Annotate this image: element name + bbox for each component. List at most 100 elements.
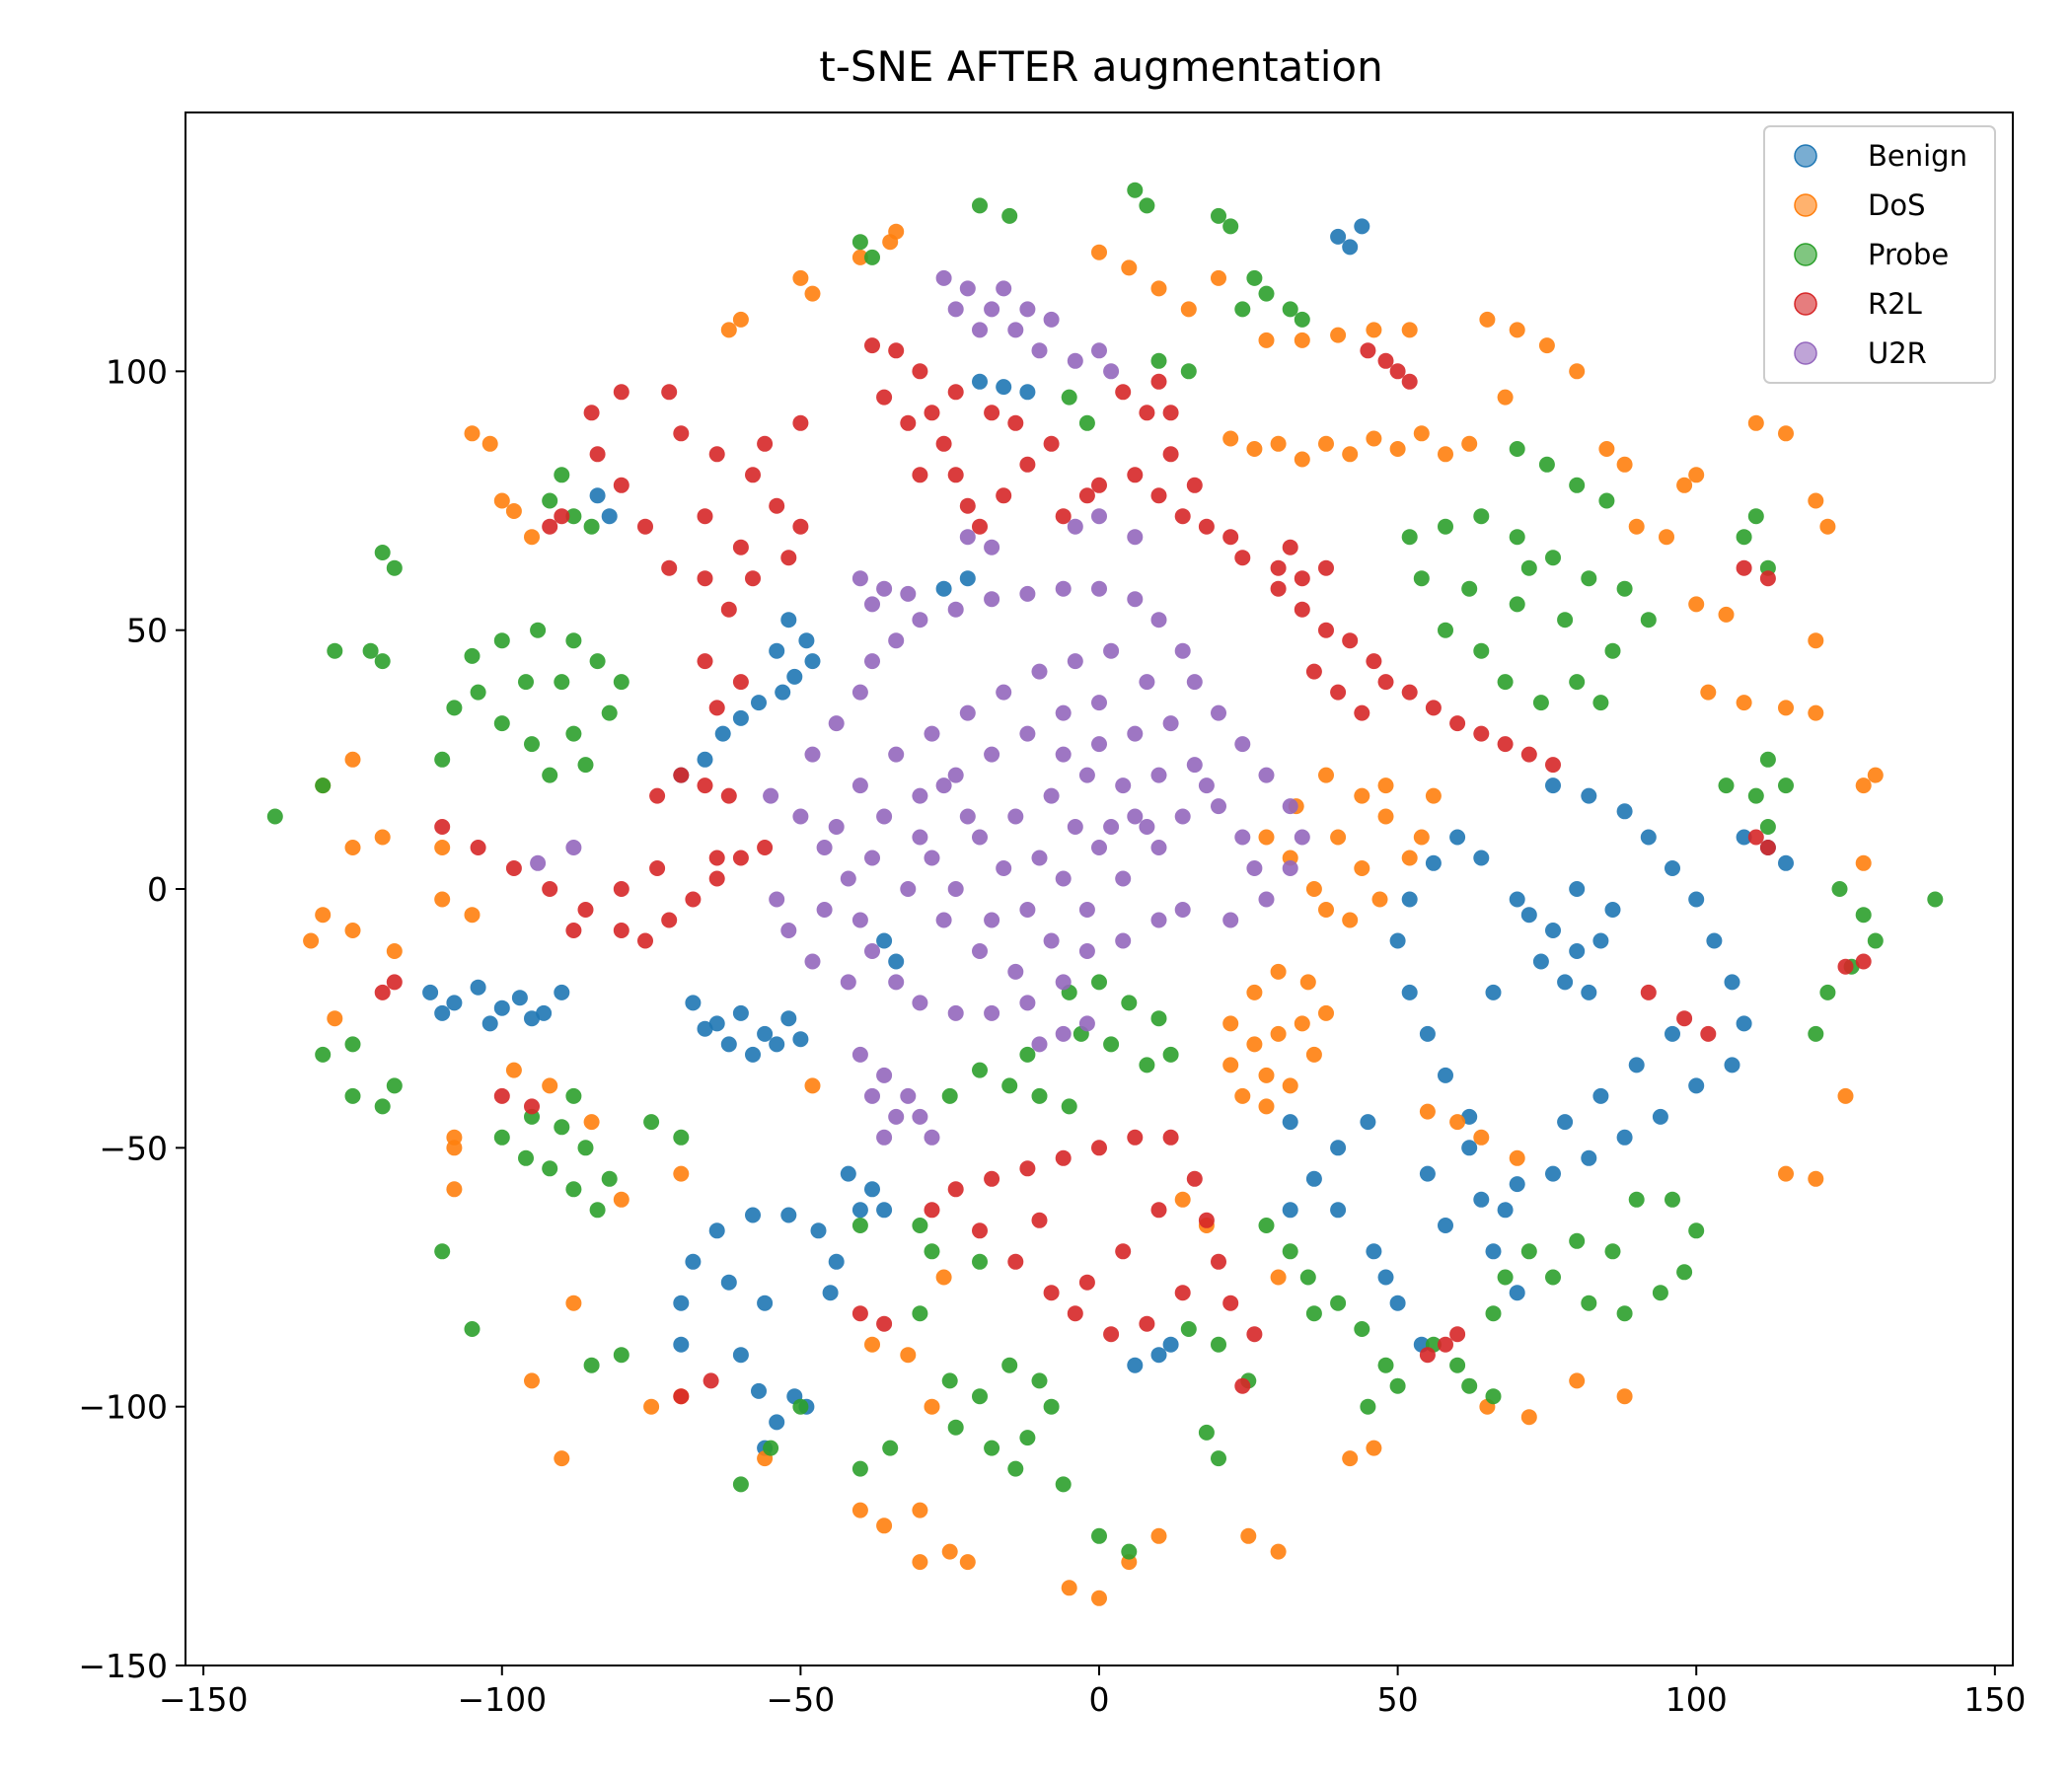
point-u2r-22 — [947, 601, 964, 618]
point-probe-114 — [1282, 1243, 1298, 1260]
point-dos-2 — [1318, 767, 1334, 783]
point-probe-6 — [601, 704, 618, 721]
point-u2r-84 — [1078, 767, 1095, 783]
point-r2l-113 — [673, 767, 690, 783]
point-probe-169 — [912, 1305, 928, 1322]
point-probe-3 — [565, 632, 582, 649]
point-u2r-99 — [840, 974, 856, 991]
point-benign-25 — [810, 1222, 827, 1239]
point-benign-118 — [1019, 384, 1036, 401]
point-u2r-25 — [1055, 580, 1072, 597]
point-dos-15 — [1318, 902, 1334, 918]
point-probe-88 — [1282, 301, 1298, 318]
point-benign-77 — [1592, 932, 1609, 949]
point-probe-58 — [518, 1149, 534, 1166]
point-dos-110 — [374, 829, 391, 846]
point-probe-41 — [1652, 1285, 1668, 1301]
point-benign-49 — [697, 751, 713, 768]
point-probe-93 — [912, 1218, 928, 1233]
point-benign-90 — [1438, 1067, 1453, 1083]
point-probe-37 — [1628, 1191, 1645, 1208]
point-u2r-24 — [1019, 585, 1036, 602]
point-dos-136 — [1867, 767, 1884, 783]
point-u2r-124 — [900, 585, 917, 602]
point-probe-132 — [1855, 907, 1872, 924]
point-u2r-102 — [1055, 1025, 1072, 1042]
point-r2l-2 — [661, 384, 678, 401]
point-benign-22 — [708, 1222, 725, 1239]
point-r2l-116 — [649, 787, 666, 804]
point-benign-97 — [1282, 1202, 1298, 1219]
point-r2l-144 — [374, 984, 391, 1000]
point-r2l-29 — [1019, 456, 1036, 473]
point-probe-105 — [315, 777, 332, 794]
point-probe-99 — [374, 545, 391, 560]
point-u2r-79 — [947, 881, 964, 897]
point-probe-81 — [1019, 1430, 1036, 1446]
point-r2l-71 — [972, 1222, 988, 1239]
point-u2r-72 — [1127, 725, 1144, 742]
point-probe-111 — [583, 518, 600, 535]
point-dos-42 — [1121, 259, 1138, 276]
point-r2l-101 — [1162, 446, 1179, 463]
point-u2r-126 — [1091, 342, 1107, 359]
point-probe-14 — [542, 767, 558, 783]
point-u2r-132 — [1067, 518, 1083, 535]
point-dos-102 — [1778, 700, 1794, 716]
point-benign-116 — [972, 373, 988, 390]
point-r2l-137 — [1419, 1347, 1436, 1364]
point-u2r-32 — [1234, 736, 1251, 753]
point-dos-14 — [1354, 860, 1370, 876]
point-u2r-0 — [763, 787, 779, 804]
point-r2l-102 — [1139, 405, 1155, 421]
point-probe-74 — [1019, 1046, 1036, 1063]
point-u2r-36 — [1282, 860, 1298, 876]
point-u2r-38 — [1222, 912, 1239, 928]
point-u2r-41 — [924, 725, 940, 742]
point-u2r-128 — [1067, 352, 1083, 369]
point-dos-51 — [344, 923, 361, 938]
point-probe-120 — [1389, 1377, 1406, 1394]
legend-label-r2l: R2L — [1868, 287, 1922, 321]
point-u2r-117 — [972, 322, 988, 338]
point-r2l-30 — [1043, 435, 1060, 452]
point-dos-18 — [1270, 963, 1287, 980]
point-probe-84 — [1007, 1460, 1024, 1477]
point-u2r-97 — [780, 923, 797, 938]
point-probe-2 — [530, 622, 547, 638]
point-u2r-129 — [959, 529, 976, 546]
y-tick-label: 0 — [147, 870, 168, 909]
point-probe-145 — [1078, 414, 1095, 431]
point-r2l-70 — [1007, 1253, 1024, 1270]
point-u2r-55 — [900, 881, 917, 897]
point-benign-0 — [422, 984, 439, 1000]
point-dos-134 — [1808, 492, 1824, 509]
point-r2l-53 — [924, 1202, 940, 1219]
point-r2l-79 — [1294, 601, 1310, 618]
point-dos-47 — [1294, 332, 1310, 348]
point-u2r-69 — [1019, 725, 1036, 742]
point-r2l-54 — [947, 1181, 964, 1198]
point-probe-152 — [1569, 477, 1586, 493]
point-u2r-11 — [1055, 974, 1072, 991]
point-benign-69 — [1509, 1176, 1525, 1193]
point-r2l-82 — [1366, 653, 1382, 670]
point-r2l-64 — [1222, 1295, 1239, 1311]
point-dos-117 — [464, 425, 481, 442]
point-benign-82 — [1604, 902, 1621, 918]
point-probe-116 — [1305, 1305, 1322, 1322]
point-probe-61 — [673, 1129, 690, 1146]
point-dos-96 — [1449, 1114, 1466, 1131]
point-probe-8 — [524, 736, 540, 753]
point-benign-6 — [554, 984, 570, 1000]
point-dos-109 — [1808, 1170, 1824, 1187]
point-probe-54 — [601, 1170, 618, 1187]
point-u2r-9 — [984, 1004, 1000, 1021]
point-r2l-4 — [708, 446, 725, 463]
point-r2l-51 — [613, 881, 629, 897]
point-probe-55 — [589, 1202, 606, 1219]
y-tick-label: −50 — [99, 1129, 168, 1167]
point-r2l-108 — [1078, 487, 1095, 504]
point-benign-17 — [769, 1036, 785, 1053]
point-u2r-16 — [804, 746, 821, 763]
